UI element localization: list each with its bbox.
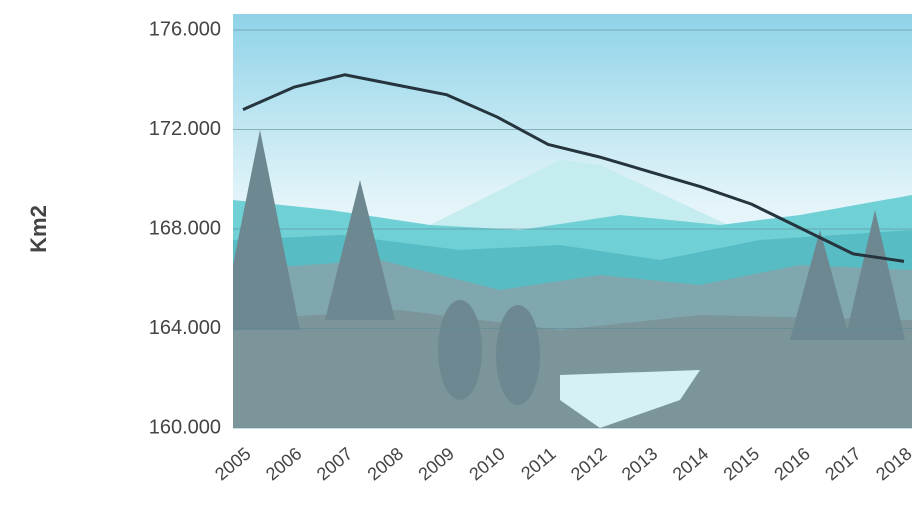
tree <box>438 300 482 400</box>
x-tick-label: 2005 <box>211 443 255 484</box>
x-tick-label: 2011 <box>517 443 560 483</box>
tree <box>496 305 540 405</box>
data-line <box>242 73 905 263</box>
x-tick-label: 2016 <box>770 443 814 484</box>
tree <box>233 130 300 330</box>
x-tick-label: 2008 <box>364 443 408 484</box>
y-tick-label: 176.000 <box>149 18 221 40</box>
x-tick-label: 2017 <box>821 443 865 484</box>
x-tick-label: 2007 <box>313 443 357 484</box>
tree <box>325 180 395 320</box>
lake <box>560 370 700 428</box>
y-tick-label: 160.000 <box>149 416 221 438</box>
y-tick-label: 164.000 <box>149 317 221 339</box>
background-scene <box>233 14 912 428</box>
y-tick-label: 172.000 <box>149 118 221 140</box>
x-tick-label: 2009 <box>414 443 458 484</box>
y-tick-label: 168.000 <box>149 217 221 239</box>
x-tick-label: 2006 <box>262 443 306 484</box>
x-tick-label: 2014 <box>669 443 713 484</box>
ground <box>233 310 912 428</box>
tree <box>845 210 905 340</box>
x-tick-label: 2010 <box>465 443 509 484</box>
x-tick-label: 2012 <box>567 443 611 484</box>
x-tick-label: 2015 <box>720 443 764 484</box>
tree <box>790 230 850 340</box>
y-axis-title: Km2 <box>26 205 51 253</box>
x-tick-label: 2018 <box>872 443 912 484</box>
x-tick-label: 2013 <box>618 443 662 484</box>
